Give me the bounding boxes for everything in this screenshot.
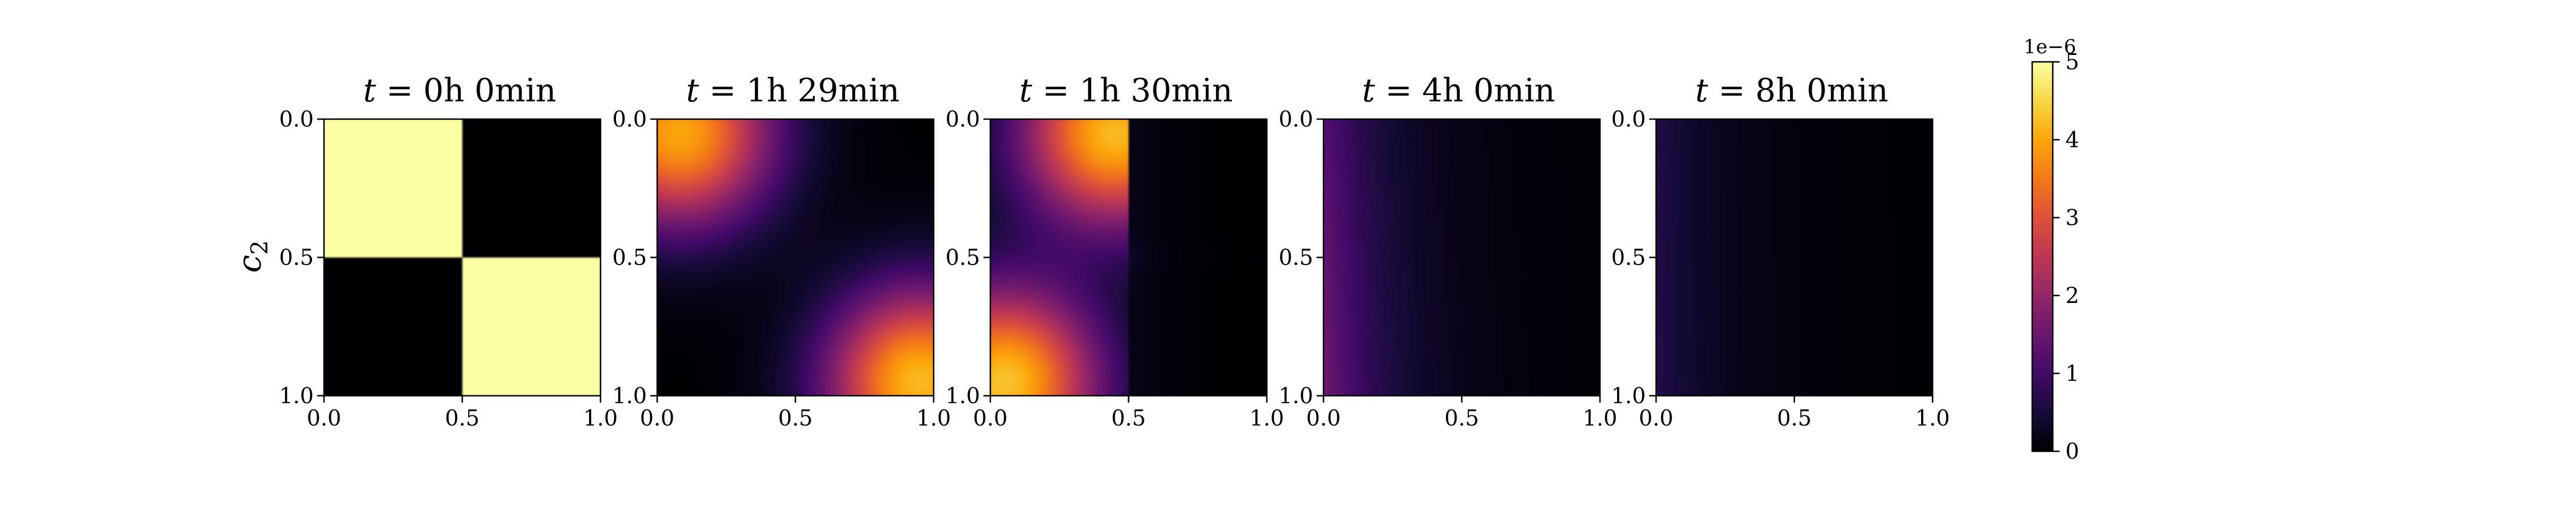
x-tick-label: 0.5 [778,405,812,431]
x-tick-label: 1.0 [916,405,951,431]
x-tick-label: 0.0 [973,405,1008,431]
panel-title: t = 4h 0min [1362,72,1555,109]
colorbar: 1e−6 0 1 2 3 4 5 [2024,36,2079,464]
title-variable: t [1020,72,1033,109]
title-equals: = [699,72,746,109]
x-tick-label: 0.5 [1777,405,1811,431]
y-tick-label: 0.5 [279,245,314,270]
title-time: 8h 0min [1755,72,1888,109]
heatmap-panel-5: t = 8h 0min 0.0 0.5 1.00.00.51.0 [1611,72,1950,431]
title-time: 4h 0min [1422,72,1555,109]
x-tick-label: 0.0 [1306,405,1341,431]
y-tick-label: 0.0 [1611,107,1646,132]
panel-title: t = 1h 30min [1020,72,1233,109]
colorbar-tick-label: 0 [2065,439,2079,464]
x-tick-label: 1.0 [583,405,618,431]
x-tick-label: 0.0 [640,405,674,431]
title-variable: t [686,72,700,109]
colorbar-tick-label: 3 [2065,205,2079,230]
heatmap-image [1656,119,1933,396]
y-tick-label: 0.5 [613,245,647,270]
x-tick-label: 1.0 [1583,405,1617,431]
colorbar-tick-label: 4 [2065,127,2079,152]
y-axis-label: c2 [231,241,273,273]
heatmap-panel-4: t = 4h 0min 0.0 0.5 1.00.00.51.0 [1279,72,1618,431]
colorbar-tick-label: 2 [2065,283,2079,308]
x-tick-label: 0.5 [1444,405,1479,431]
y-tick-label: 0.5 [1611,245,1646,270]
title-time: 1h 29min [746,72,900,109]
y-tick-label: 1.0 [1611,383,1646,408]
y-tick-label: 1.0 [279,383,314,408]
title-variable: t [1362,72,1375,109]
heatmap-image [657,119,934,396]
colorbar-tick-label: 1 [2065,361,2079,386]
y-tick-label: 1.0 [1279,383,1313,408]
x-tick-label: 0.5 [1111,405,1145,431]
panel-title: t = 8h 0min [1695,72,1888,109]
title-variable: t [363,72,376,109]
colorbar-gradient [2032,62,2053,451]
heatmap-panel-2: t = 1h 29min 0.0 0.5 1.00.00.51.0 [613,72,951,431]
colorbar-tick-label: 5 [2065,49,2079,74]
y-tick-label: 1.0 [613,383,647,408]
title-equals: = [1032,72,1080,109]
heatmap-image [990,119,1267,396]
y-tick-label: 0.0 [1279,107,1313,132]
heatmap-panel-3: t = 1h 30min 0.0 0.5 1.00.00.51.0 [946,72,1285,431]
heatmap-panel-1: t = 0h 0min c2 0.0 0.5 1.00.00.51.0 [231,72,618,431]
y-tick-label: 0.5 [946,245,980,270]
title-time: 1h 30min [1080,72,1233,109]
panel-title: t = 1h 29min [686,72,900,109]
y-tick-label: 0.0 [279,107,314,132]
x-tick-label: 1.0 [1915,405,1950,431]
y-tick-label: 0.0 [946,107,980,132]
heatmap-image [1323,119,1600,396]
title-time: 0h 0min [423,72,556,109]
x-tick-label: 0.0 [1639,405,1673,431]
title-equals: = [1708,72,1756,109]
y-tick-label: 0.5 [1279,245,1313,270]
x-tick-label: 0.0 [307,405,341,431]
title-equals: = [376,72,424,109]
heatmap-image [324,119,600,396]
title-variable: t [1695,72,1708,109]
y-tick-label: 1.0 [946,383,980,408]
panel-title: t = 0h 0min [363,72,556,109]
x-tick-label: 1.0 [1250,405,1284,431]
colorbar-scale-label: 1e−6 [2024,36,2076,58]
x-tick-label: 0.5 [445,405,479,431]
y-tick-label: 0.0 [613,107,647,132]
colorbar-frame [2031,61,2054,452]
title-equals: = [1375,72,1423,109]
